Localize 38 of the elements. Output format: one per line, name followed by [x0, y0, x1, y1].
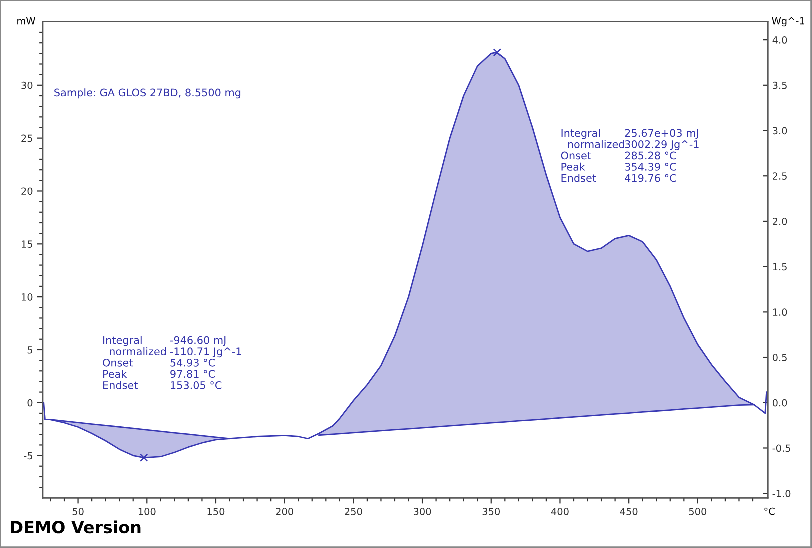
annotation: 25.67e+03 mJ 3002.29 Jg^-1 285.28 °C 354.39 °C 419.76 °C [625, 129, 699, 182]
annotation: Sample: GA GLOS 27BD, 8.5500 mg [54, 88, 241, 99]
y2-tick-label: 1.0 [773, 308, 788, 316]
y-tick-label: 30 [22, 82, 33, 90]
y2-tick-label: 4.0 [772, 36, 788, 44]
y2-tick-label: 3.5 [773, 82, 787, 90]
y-tick-label: 15 [22, 240, 32, 248]
y2-tick-label: 3.0 [773, 127, 788, 135]
y2-tick-label: 2.5 [773, 172, 787, 180]
x-tick-label: 100 [138, 508, 156, 516]
y-tick-label: -5 [24, 452, 32, 460]
text: DEMO Version [11, 520, 141, 534]
y2-axis-title: Wg^-1 [772, 18, 805, 27]
y2-tick-label: -1.0 [772, 490, 791, 498]
y-tick-label: 10 [22, 294, 33, 301]
y2-tick-label: 0.5 [772, 354, 787, 362]
annotation: -946.60 mJ -110.71 Jg^-1 54.93 °C 97.81 °C 153.05 °C [170, 336, 242, 390]
x-tick-label: 450 [620, 508, 638, 516]
x-tick-label: 200 [276, 508, 294, 516]
x-tick-label: 150 [208, 508, 225, 516]
y-tick-label: 5 [28, 346, 32, 354]
y2-tick-label: -0.5 [772, 444, 790, 452]
x-tick-label: 400 [551, 508, 569, 516]
x-tick-label: 250 [345, 508, 362, 516]
y2-tick-label: 1.5 [773, 263, 787, 271]
x-axis-title: °C [764, 508, 775, 516]
y2-tick-label: 2.0 [773, 218, 788, 226]
x-tick-label: 50 [72, 508, 84, 516]
annotation: Integral normalized Onset Peak Endset [103, 336, 166, 390]
y-tick-label: 25 [22, 134, 32, 142]
x-tick-label: 500 [689, 508, 707, 516]
y2-tick-label: 0.0 [772, 399, 788, 407]
y-tick-label: 20 [22, 188, 33, 196]
annotation: Integral normalized Onset Peak Endset [561, 129, 624, 182]
y-axis-title: mW [18, 18, 36, 25]
y-tick-label: 0 [28, 399, 33, 407]
x-tick-label: 300 [414, 508, 432, 516]
x-tick-label: 350 [482, 508, 500, 516]
